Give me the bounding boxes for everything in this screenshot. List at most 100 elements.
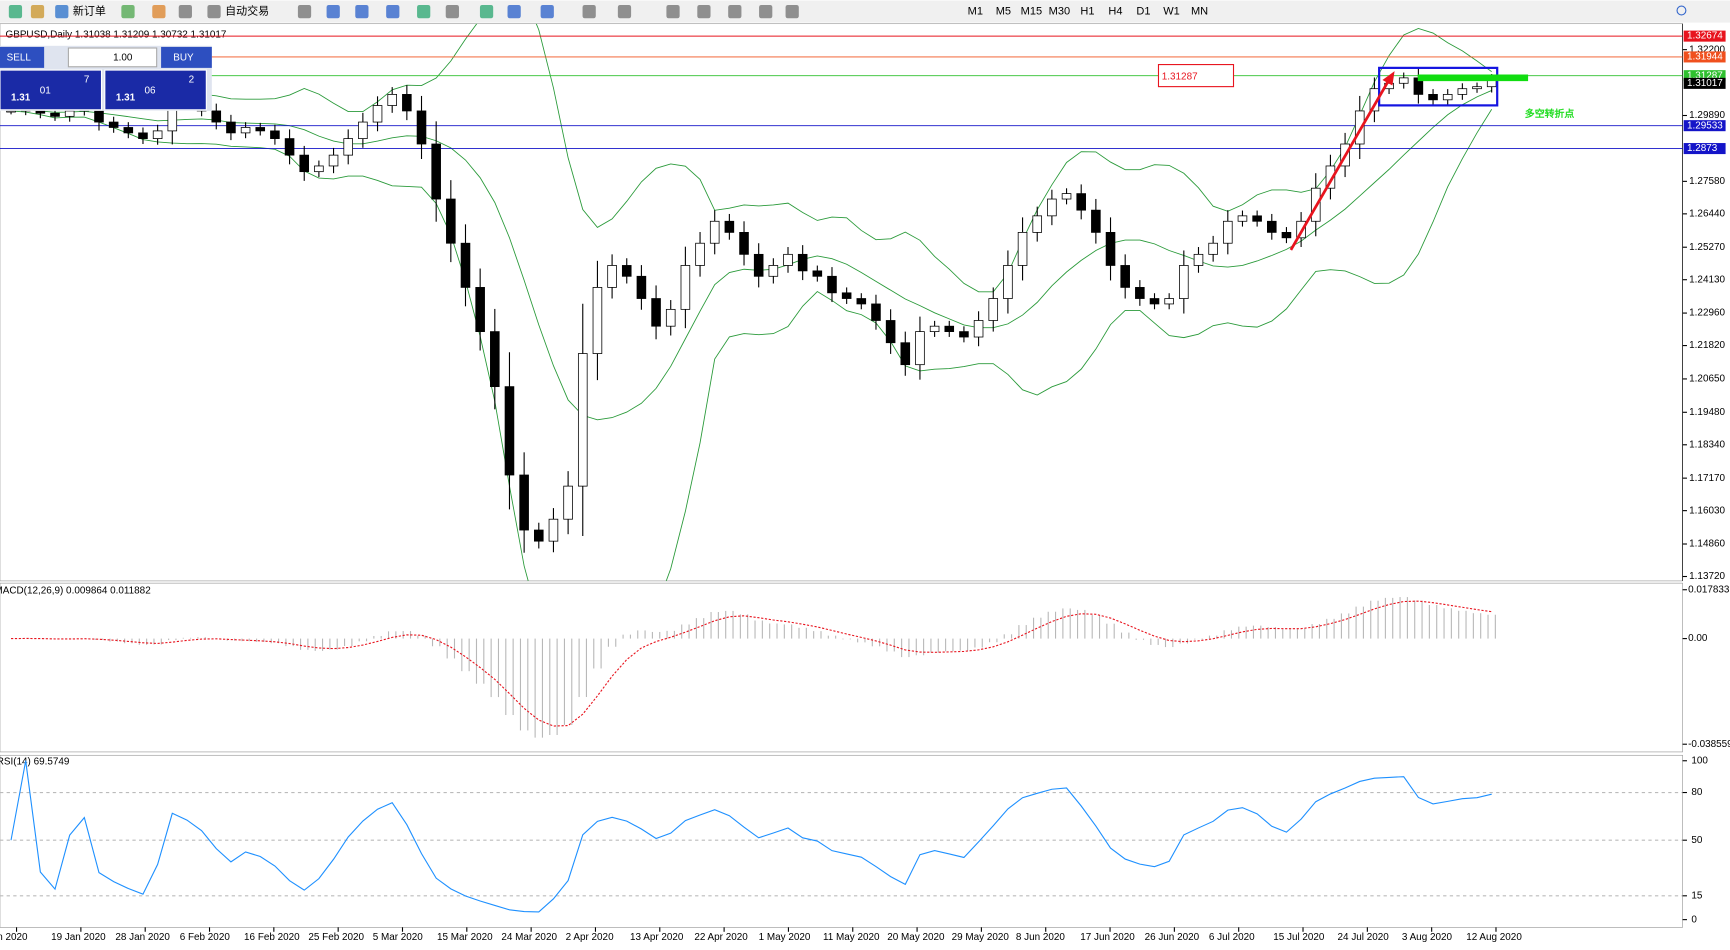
timeframe-button[interactable]: M15 [1021, 6, 1042, 18]
candle-body [900, 342, 911, 366]
toolbar-button[interactable]: 自动交易 [225, 4, 269, 18]
candle-body [1164, 298, 1174, 305]
candle-body [64, 110, 75, 117]
x-tick-label: 12 Aug 2020 [1466, 932, 1522, 943]
timeframe-button[interactable]: H1 [1080, 6, 1094, 18]
quote-big[interactable]: 1.31 [11, 92, 31, 103]
macd-frame [0, 582, 1683, 753]
candle-body [812, 270, 823, 277]
timeframe-button[interactable]: W1 [1163, 6, 1180, 18]
timeframe-button[interactable]: MN [1191, 6, 1208, 18]
candle-body [988, 298, 999, 321]
toolbar-icon[interactable] [386, 4, 400, 19]
candle-body [1003, 265, 1013, 299]
candle-body [1442, 94, 1453, 101]
candle-body [1354, 110, 1365, 145]
quote-frac[interactable]: 7 [84, 75, 90, 86]
candle-body [592, 287, 603, 354]
toolbar-icon[interactable] [121, 4, 135, 19]
candle-body [299, 154, 310, 173]
toolbar-icon[interactable] [697, 4, 711, 19]
toolbar-icon[interactable] [55, 4, 69, 19]
price-level-label: 1.31944 [1687, 52, 1723, 63]
price-level-tag [1683, 143, 1726, 155]
candle-body [871, 303, 881, 321]
toolbar-icon[interactable] [355, 4, 369, 19]
candle-body [709, 220, 720, 244]
candle-body [959, 331, 969, 338]
toolbar-icon[interactable] [326, 4, 340, 19]
y-tick-label: 1.17170 [1689, 473, 1725, 484]
y-tick-label: 1.24130 [1689, 274, 1725, 285]
toolbar-icon[interactable] [666, 4, 680, 19]
toolbar-icon[interactable] [479, 4, 494, 19]
toolbar-icon[interactable] [507, 4, 521, 19]
y-tick-label: 1.26440 [1689, 208, 1725, 219]
rsi-label: RSI(14) 69.5749 [0, 756, 70, 767]
candle-body [577, 353, 588, 487]
toolbar-icon[interactable] [759, 4, 773, 19]
toolbar-icon[interactable] [582, 4, 596, 19]
candle-body [915, 331, 925, 366]
price-level-tag [1683, 30, 1726, 42]
toolbar-icon[interactable] [540, 4, 554, 19]
toolbar-icon[interactable] [297, 4, 312, 19]
candle-body [636, 275, 647, 299]
macd-label: MACD(12,26,9) 0.009864 0.011882 [0, 585, 151, 596]
candle-body [753, 253, 764, 277]
candle-body [284, 138, 295, 156]
toolbar-icon[interactable] [207, 4, 221, 19]
timeframe-button[interactable]: M5 [996, 6, 1011, 18]
sell-button[interactable] [0, 46, 45, 68]
y-tick-label: 1.13720 [1689, 571, 1725, 582]
quote-big[interactable]: 1.31 [116, 92, 136, 103]
y-tick-label: 0.00 [1688, 633, 1708, 644]
candle-body [1149, 298, 1160, 305]
x-tick-label: 24 Jul 2020 [1338, 932, 1390, 943]
x-tick-label: 28 Jan 2020 [115, 932, 170, 943]
timeframe-button[interactable]: M1 [968, 6, 983, 18]
x-tick-label: 16 Feb 2020 [244, 932, 300, 943]
toolbar-icon[interactable] [152, 4, 166, 19]
candle-body [1223, 220, 1233, 244]
quote-pips[interactable]: 06 [145, 86, 157, 97]
candle-body [460, 242, 471, 288]
quote-frac[interactable]: 2 [189, 75, 195, 86]
candle-body [123, 127, 134, 134]
chart-title: GBPUSD,Daily 1.31038 1.31209 1.30732 1.3… [6, 29, 227, 40]
toolbar-icon[interactable] [8, 4, 23, 19]
toolbar-icon[interactable] [785, 4, 799, 19]
toolbar-button[interactable]: 新订单 [73, 4, 106, 18]
candle-body [1398, 77, 1409, 84]
toolbar-icon[interactable] [417, 4, 431, 19]
timeframe-button[interactable]: H4 [1108, 6, 1122, 18]
sell-label[interactable]: SELL [7, 53, 32, 64]
y-tick-label: 1.16030 [1689, 505, 1725, 516]
y-tick-label: 1.29890 [1689, 110, 1725, 121]
toolbar-icon[interactable] [445, 4, 459, 19]
buy-label[interactable]: BUY [173, 53, 194, 64]
toolbar-icon[interactable] [30, 4, 45, 19]
candle-body [621, 265, 632, 277]
search-icon[interactable] [1676, 5, 1687, 16]
quote-pips[interactable]: 01 [40, 86, 52, 97]
candle-body [50, 112, 60, 117]
timeframe-button[interactable]: M30 [1049, 6, 1070, 18]
timeframe-button[interactable]: D1 [1136, 6, 1150, 18]
quote-button[interactable] [104, 69, 207, 111]
quote-button[interactable] [0, 69, 103, 111]
buy-button[interactable] [161, 46, 212, 68]
lots-value[interactable]: 1.00 [113, 53, 133, 64]
lots-field[interactable] [67, 47, 158, 68]
candle-body [1017, 232, 1028, 266]
candle-body [856, 298, 867, 305]
toolbar-icon[interactable] [617, 4, 632, 19]
bollinger-band [10, 90, 1492, 421]
candle-body [841, 292, 852, 299]
toolbar-icon[interactable] [728, 4, 742, 19]
candle-body [797, 253, 808, 272]
y-tick-label: 15 [1691, 890, 1703, 901]
toolbar-icon[interactable] [178, 4, 192, 19]
candle-body [1047, 198, 1057, 217]
candle-body [1032, 215, 1043, 233]
